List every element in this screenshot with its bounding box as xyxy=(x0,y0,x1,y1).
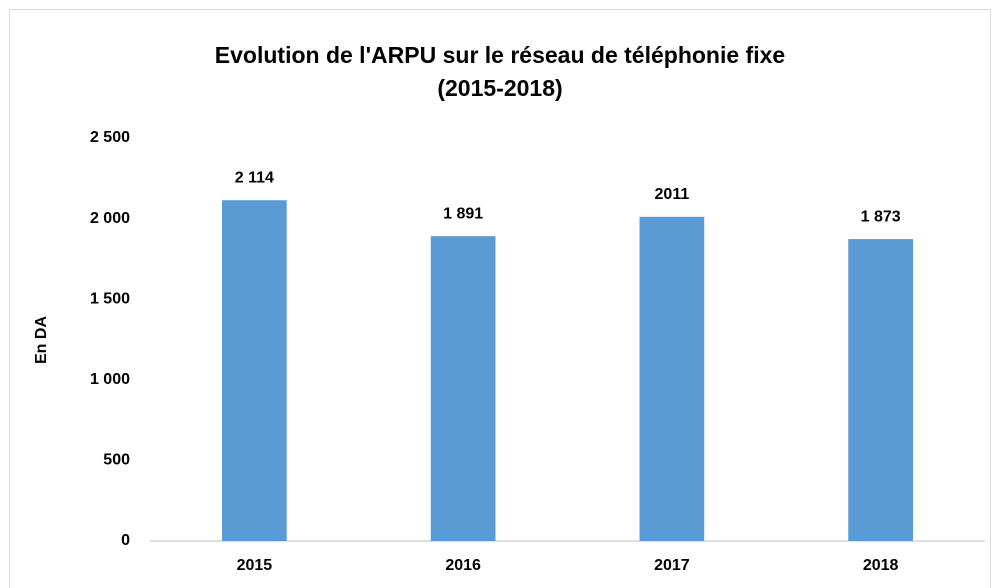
chart-title: Evolution de l'ARPU sur le réseau de tél… xyxy=(215,42,785,68)
y-tick-label: 2 000 xyxy=(90,210,130,227)
data-label: 1 891 xyxy=(443,205,483,222)
x-tick-label: 2016 xyxy=(445,557,481,574)
y-tick-label: 500 xyxy=(103,452,130,469)
chart-frame xyxy=(9,9,991,588)
data-label: 2011 xyxy=(655,186,690,203)
x-tick-label: 2017 xyxy=(654,557,690,574)
y-tick-label: 1 000 xyxy=(90,371,130,388)
x-tick-label: 2018 xyxy=(863,557,899,574)
chart-title: (2015-2018) xyxy=(437,75,562,101)
y-tick-label: 0 xyxy=(121,532,130,549)
bar xyxy=(639,216,705,542)
data-label: 2 114 xyxy=(235,169,274,186)
bar xyxy=(222,200,287,541)
bar xyxy=(848,239,913,542)
y-tick-label: 1 500 xyxy=(90,290,130,307)
y-axis-label: En DA xyxy=(33,316,50,364)
y-tick-label: 2 500 xyxy=(90,129,130,146)
x-tick-label: 2015 xyxy=(237,557,273,574)
data-label: 1 873 xyxy=(861,208,901,225)
bar xyxy=(430,236,496,541)
